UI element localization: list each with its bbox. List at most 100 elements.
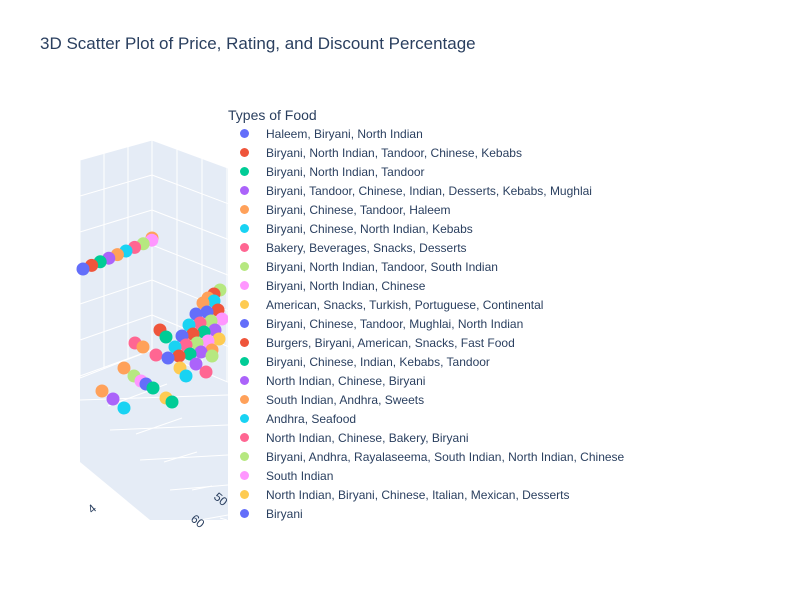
legend-marker [240, 319, 249, 328]
legend-label: Biryani, Chinese, Tandoor, Haleem [266, 202, 451, 217]
legend-marker [240, 376, 249, 385]
legend-label: Burgers, Biryani, American, Snacks, Fast… [266, 335, 515, 350]
legend-label: Biryani, Chinese, Tandoor, Mughlai, Nort… [266, 316, 524, 331]
legend-label: South Indian [266, 468, 334, 483]
data-point [179, 369, 193, 383]
legend-marker [240, 148, 249, 157]
grid-line [79, 174, 153, 197]
grid-line [151, 174, 229, 205]
floor-pane [80, 350, 228, 520]
grid-line [79, 139, 153, 161]
legend-title: Types of Food [228, 107, 317, 123]
legend-marker [240, 281, 249, 290]
legend-label: Biryani, Chinese, North Indian, Kebabs [266, 221, 473, 236]
legend-label: Biryani, Chinese, Indian, Kebabs, Tandoo… [266, 354, 490, 369]
legend-marker [240, 186, 249, 195]
legend: Types of Food Haleem, Biryani, North Ind… [228, 104, 633, 527]
legend-label: Biryani [266, 506, 303, 521]
legend-marker [240, 395, 249, 404]
legend-item[interactable]: Biryani, Chinese, Tandoor, Mughlai, Nort… [228, 314, 624, 333]
data-point [183, 347, 197, 361]
grid-line [79, 349, 153, 379]
grid-line [79, 394, 229, 401]
legend-item[interactable]: Biryani, North Indian, Tandoor, South In… [228, 257, 624, 276]
grid-line [139, 454, 229, 461]
legend-label: Biryani, North Indian, Tandoor [266, 164, 425, 179]
data-points [76, 231, 229, 415]
legend-marker [240, 471, 249, 480]
data-point [161, 351, 175, 365]
legend-label: Biryani, Tandoor, Chinese, Indian, Desse… [266, 183, 592, 198]
legend-item[interactable]: Biryani, Chinese, North Indian, Kebabs [228, 219, 624, 238]
legend-item[interactable]: South Indian [228, 466, 624, 485]
data-point [212, 332, 226, 346]
legend-item[interactable]: North Indian, Biryani, Chinese, Italian,… [228, 485, 624, 504]
legend-label: South Indian, Andhra, Sweets [266, 392, 425, 407]
legend-marker [240, 205, 249, 214]
legend-item[interactable]: South Indian, Andhra, Sweets [228, 390, 624, 409]
grid-line [219, 517, 228, 521]
legend-marker [240, 433, 249, 442]
legend-item[interactable]: Bakery, Beverages, Snacks, Desserts [228, 238, 624, 257]
data-point [172, 349, 186, 363]
legend-item[interactable]: Biryani, North Indian, Tandoor, Chinese,… [228, 143, 624, 162]
data-point [205, 349, 219, 363]
legend-item[interactable]: North Indian, Chinese, Biryani [228, 371, 624, 390]
grid-line [151, 244, 229, 276]
legend-marker [240, 414, 249, 423]
grid-lines [79, 139, 229, 521]
data-point [136, 340, 150, 354]
grid-line [151, 139, 229, 169]
legend-item[interactable]: Biryani, North Indian, Chinese [228, 276, 624, 295]
legend-label: Haleem, Biryani, North Indian [266, 126, 423, 141]
legend-items: Haleem, Biryani, North Indian Biryani, No… [228, 124, 624, 523]
data-point [117, 401, 131, 415]
grid-line [79, 279, 153, 305]
data-point [95, 384, 109, 398]
legend-item[interactable]: North Indian, Chinese, Bakery, Biryani [228, 428, 624, 447]
data-point [215, 312, 229, 326]
chart-title: 3D Scatter Plot of Price, Rating, and Di… [40, 34, 476, 53]
grid-line [163, 451, 198, 463]
legend-label: North Indian, Chinese, Bakery, Biryani [266, 430, 469, 445]
legend-label: Biryani, North Indian, Chinese [266, 278, 426, 293]
legend-marker [240, 167, 249, 176]
legend-item[interactable]: Andhra, Seafood [228, 409, 624, 428]
legend-label: American, Snacks, Turkish, Portuguese, C… [266, 297, 544, 312]
legend-marker [240, 338, 249, 347]
legend-item[interactable]: Biryani, North Indian, Tandoor [228, 162, 624, 181]
data-point [149, 348, 163, 362]
data-point [189, 357, 203, 371]
data-point [146, 381, 160, 395]
legend-label: Biryani, Andhra, Rayalaseema, South Indi… [266, 449, 625, 464]
legend-item[interactable]: Haleem, Biryani, North Indian [228, 124, 624, 143]
grid-line [79, 314, 153, 341]
legend-marker [240, 357, 249, 366]
grid-line [109, 424, 229, 431]
data-point [194, 345, 208, 359]
data-point [199, 365, 213, 379]
grid-line [169, 484, 229, 491]
legend-marker [240, 490, 249, 499]
grid-line [151, 209, 229, 240]
legend-label: Biryani, North Indian, Tandoor, Chinese,… [266, 145, 522, 160]
grid-line [135, 417, 183, 435]
tick-label: 4 [85, 501, 99, 516]
legend-item[interactable]: Biryani, Tandoor, Chinese, Indian, Desse… [228, 181, 624, 200]
legend-marker [240, 452, 249, 461]
legend-item[interactable]: Biryani, Andhra, Rayalaseema, South Indi… [228, 447, 624, 466]
legend-item[interactable]: Biryani, Chinese, Tandoor, Haleem [228, 200, 624, 219]
legend-label: North Indian, Biryani, Chinese, Italian,… [266, 487, 570, 502]
legend-item[interactable]: Burgers, Biryani, American, Snacks, Fast… [228, 333, 624, 352]
data-point [117, 361, 131, 375]
legend-label: Biryani, North Indian, Tandoor, South In… [266, 259, 498, 274]
legend-label: Bakery, Beverages, Snacks, Desserts [266, 240, 467, 255]
legend-item[interactable]: Biryani, Chinese, Indian, Kebabs, Tandoo… [228, 352, 624, 371]
data-point [76, 262, 90, 276]
legend-label: Andhra, Seafood [266, 411, 357, 426]
data-point [165, 395, 179, 409]
grid-line [79, 209, 153, 233]
legend-item[interactable]: American, Snacks, Turkish, Portuguese, C… [228, 295, 624, 314]
legend-item[interactable]: Biryani [228, 504, 624, 523]
